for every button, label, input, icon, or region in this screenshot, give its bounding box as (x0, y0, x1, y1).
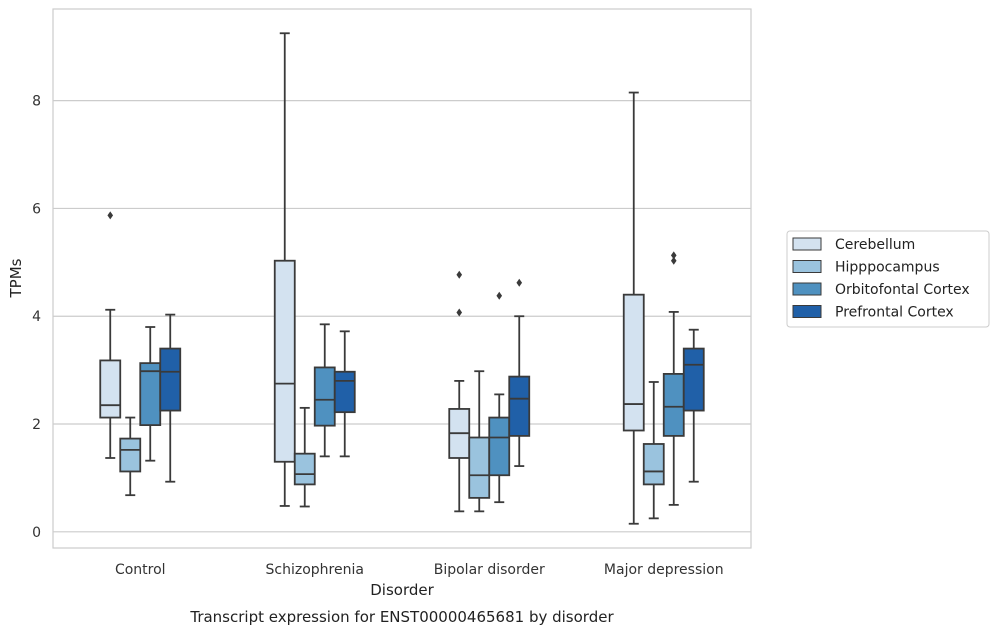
box-iqr (119, 437, 142, 473)
y-tick-label: 8 (32, 94, 41, 110)
x-tick-label: Schizophrenia (266, 562, 364, 578)
outlier-point (496, 291, 503, 300)
box-iqr (508, 375, 531, 437)
legend-swatch (792, 282, 822, 296)
box-1-2 (313, 323, 336, 458)
x-axis-title: Disorder (370, 581, 434, 599)
box-iqr (488, 416, 511, 477)
box-iqr (622, 293, 645, 432)
box-0-2 (139, 326, 162, 462)
x-axis-ticks: Control Schizophrenia Bipolar disorder Majo… (115, 562, 724, 578)
box-3-2 (662, 251, 685, 506)
legend-item: Hipppocampus (792, 260, 940, 276)
box-iqr (159, 347, 182, 412)
y-tick-label: 0 (32, 525, 41, 541)
legend-item: Prefrontal Cortex (792, 305, 954, 321)
box-iqr (468, 436, 491, 499)
outlier-point (107, 211, 114, 220)
legend: Cerebellum Hipppocampus Orbitofontal Corte… (786, 230, 990, 328)
box-1-1 (293, 406, 316, 508)
legend-swatch (792, 260, 822, 273)
box-iqr (682, 347, 705, 412)
legend-item: Cerebellum (792, 237, 915, 253)
x-tick-label: Bipolar disorder (434, 562, 545, 578)
box-2-1 (468, 370, 491, 513)
legend-swatch (792, 305, 822, 318)
box-iqr (273, 259, 296, 463)
y-axis-ticks: 0 2 4 6 8 (32, 94, 41, 541)
legend-label: Prefrontal Cortex (835, 305, 954, 321)
plot-frame (52, 8, 752, 549)
box-0-1 (119, 416, 142, 497)
y-tick-label: 2 (32, 417, 41, 433)
chart-caption: Transcript expression for ENST0000046568… (189, 608, 614, 626)
box-0-0 (99, 211, 122, 459)
box-3-3 (682, 328, 705, 483)
box-1-0 (273, 32, 296, 507)
box-2-3 (508, 278, 531, 467)
outlier-point (456, 270, 463, 279)
legend-label: Hipppocampus (835, 260, 940, 276)
box-2-0 (448, 270, 471, 513)
x-tick-label: Control (115, 562, 166, 578)
y-tick-label: 4 (32, 309, 41, 325)
legend-item: Orbitofontal Cortex (792, 282, 970, 298)
outlier-point (670, 256, 677, 265)
y-tick-label: 6 (32, 201, 41, 217)
x-tick-label: Major depression (604, 562, 724, 578)
box-iqr (293, 452, 316, 486)
outlier-point (456, 308, 463, 317)
outlier-point (516, 278, 523, 287)
legend-label: Cerebellum (835, 237, 915, 253)
box-0-3 (159, 313, 182, 483)
y-axis-title: TPMs (7, 258, 25, 298)
box-iqr (313, 366, 336, 427)
box-1-3 (333, 330, 356, 458)
legend-label: Orbitofontal Cortex (835, 282, 970, 298)
legend-frame (786, 230, 990, 328)
outlier-point (670, 251, 677, 260)
box-3-0 (622, 91, 645, 525)
box-2-2 (488, 291, 511, 504)
box-iqr (333, 370, 356, 414)
box-iqr (642, 443, 665, 486)
legend-swatch (792, 237, 822, 251)
box-iqr (99, 359, 122, 419)
box-3-1 (642, 381, 665, 520)
box-iqr (139, 362, 162, 427)
box-iqr (662, 373, 685, 437)
box-plots (99, 32, 705, 525)
